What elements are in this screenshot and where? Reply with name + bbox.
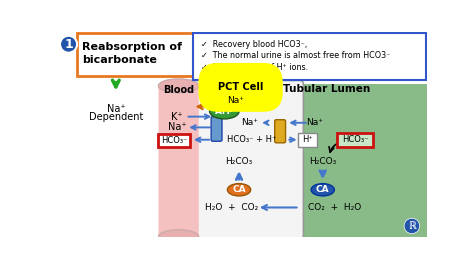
Ellipse shape	[158, 79, 199, 93]
Text: Dependent: Dependent	[89, 113, 143, 122]
FancyBboxPatch shape	[158, 134, 190, 147]
Text: H₂CO₃: H₂CO₃	[226, 157, 253, 166]
Text: CA: CA	[316, 185, 329, 194]
Text: ✓  Recovery blood HCO3⁻,: ✓ Recovery blood HCO3⁻,	[201, 40, 307, 49]
Text: Na⁺: Na⁺	[168, 122, 186, 132]
Text: H₂O  +  CO₂: H₂O + CO₂	[205, 203, 258, 212]
Text: Na⁺: Na⁺	[107, 104, 125, 114]
FancyBboxPatch shape	[187, 80, 303, 240]
FancyBboxPatch shape	[211, 117, 222, 141]
FancyBboxPatch shape	[337, 133, 373, 147]
Text: H₂CO₃: H₂CO₃	[309, 157, 337, 166]
Text: Na⁺: Na⁺	[228, 96, 245, 105]
Text: Tubular Lumen: Tubular Lumen	[283, 84, 370, 94]
Ellipse shape	[158, 230, 199, 244]
Text: K⁺: K⁺	[171, 112, 183, 122]
Ellipse shape	[228, 184, 251, 196]
Text: HCO₃⁻ + H⁺: HCO₃⁻ + H⁺	[227, 135, 276, 144]
Text: Blood: Blood	[163, 85, 194, 95]
Text: 1: 1	[64, 38, 73, 51]
FancyBboxPatch shape	[298, 133, 317, 147]
Text: CA: CA	[232, 185, 246, 194]
Text: HCO₃⁻: HCO₃⁻	[161, 136, 187, 145]
Text: ℝ: ℝ	[408, 221, 416, 231]
Text: bicarbonate: bicarbonate	[82, 55, 157, 65]
Text: Na⁺: Na⁺	[241, 118, 258, 127]
Bar	[255, 84, 427, 237]
Text: HCO₃⁻: HCO₃⁻	[342, 135, 369, 144]
Text: Reabsorption of: Reabsorption of	[82, 41, 182, 52]
Text: ✓  No excretion of H⁺ ions.: ✓ No excretion of H⁺ ions.	[201, 63, 308, 72]
Circle shape	[404, 218, 419, 234]
Text: CO₂  +  H₂O: CO₂ + H₂O	[308, 203, 361, 212]
Text: ATP: ATP	[215, 107, 234, 116]
Text: PCT Cell: PCT Cell	[218, 82, 263, 92]
Ellipse shape	[311, 184, 334, 196]
Ellipse shape	[210, 103, 239, 119]
FancyBboxPatch shape	[158, 84, 199, 237]
Text: ✓  The normal urine is almost free from HCO3⁻: ✓ The normal urine is almost free from H…	[201, 51, 391, 60]
FancyBboxPatch shape	[275, 120, 285, 143]
Text: H⁺: H⁺	[302, 135, 313, 144]
FancyBboxPatch shape	[77, 33, 192, 76]
Circle shape	[60, 36, 77, 53]
FancyBboxPatch shape	[193, 33, 426, 80]
Text: Na⁺: Na⁺	[307, 118, 323, 127]
